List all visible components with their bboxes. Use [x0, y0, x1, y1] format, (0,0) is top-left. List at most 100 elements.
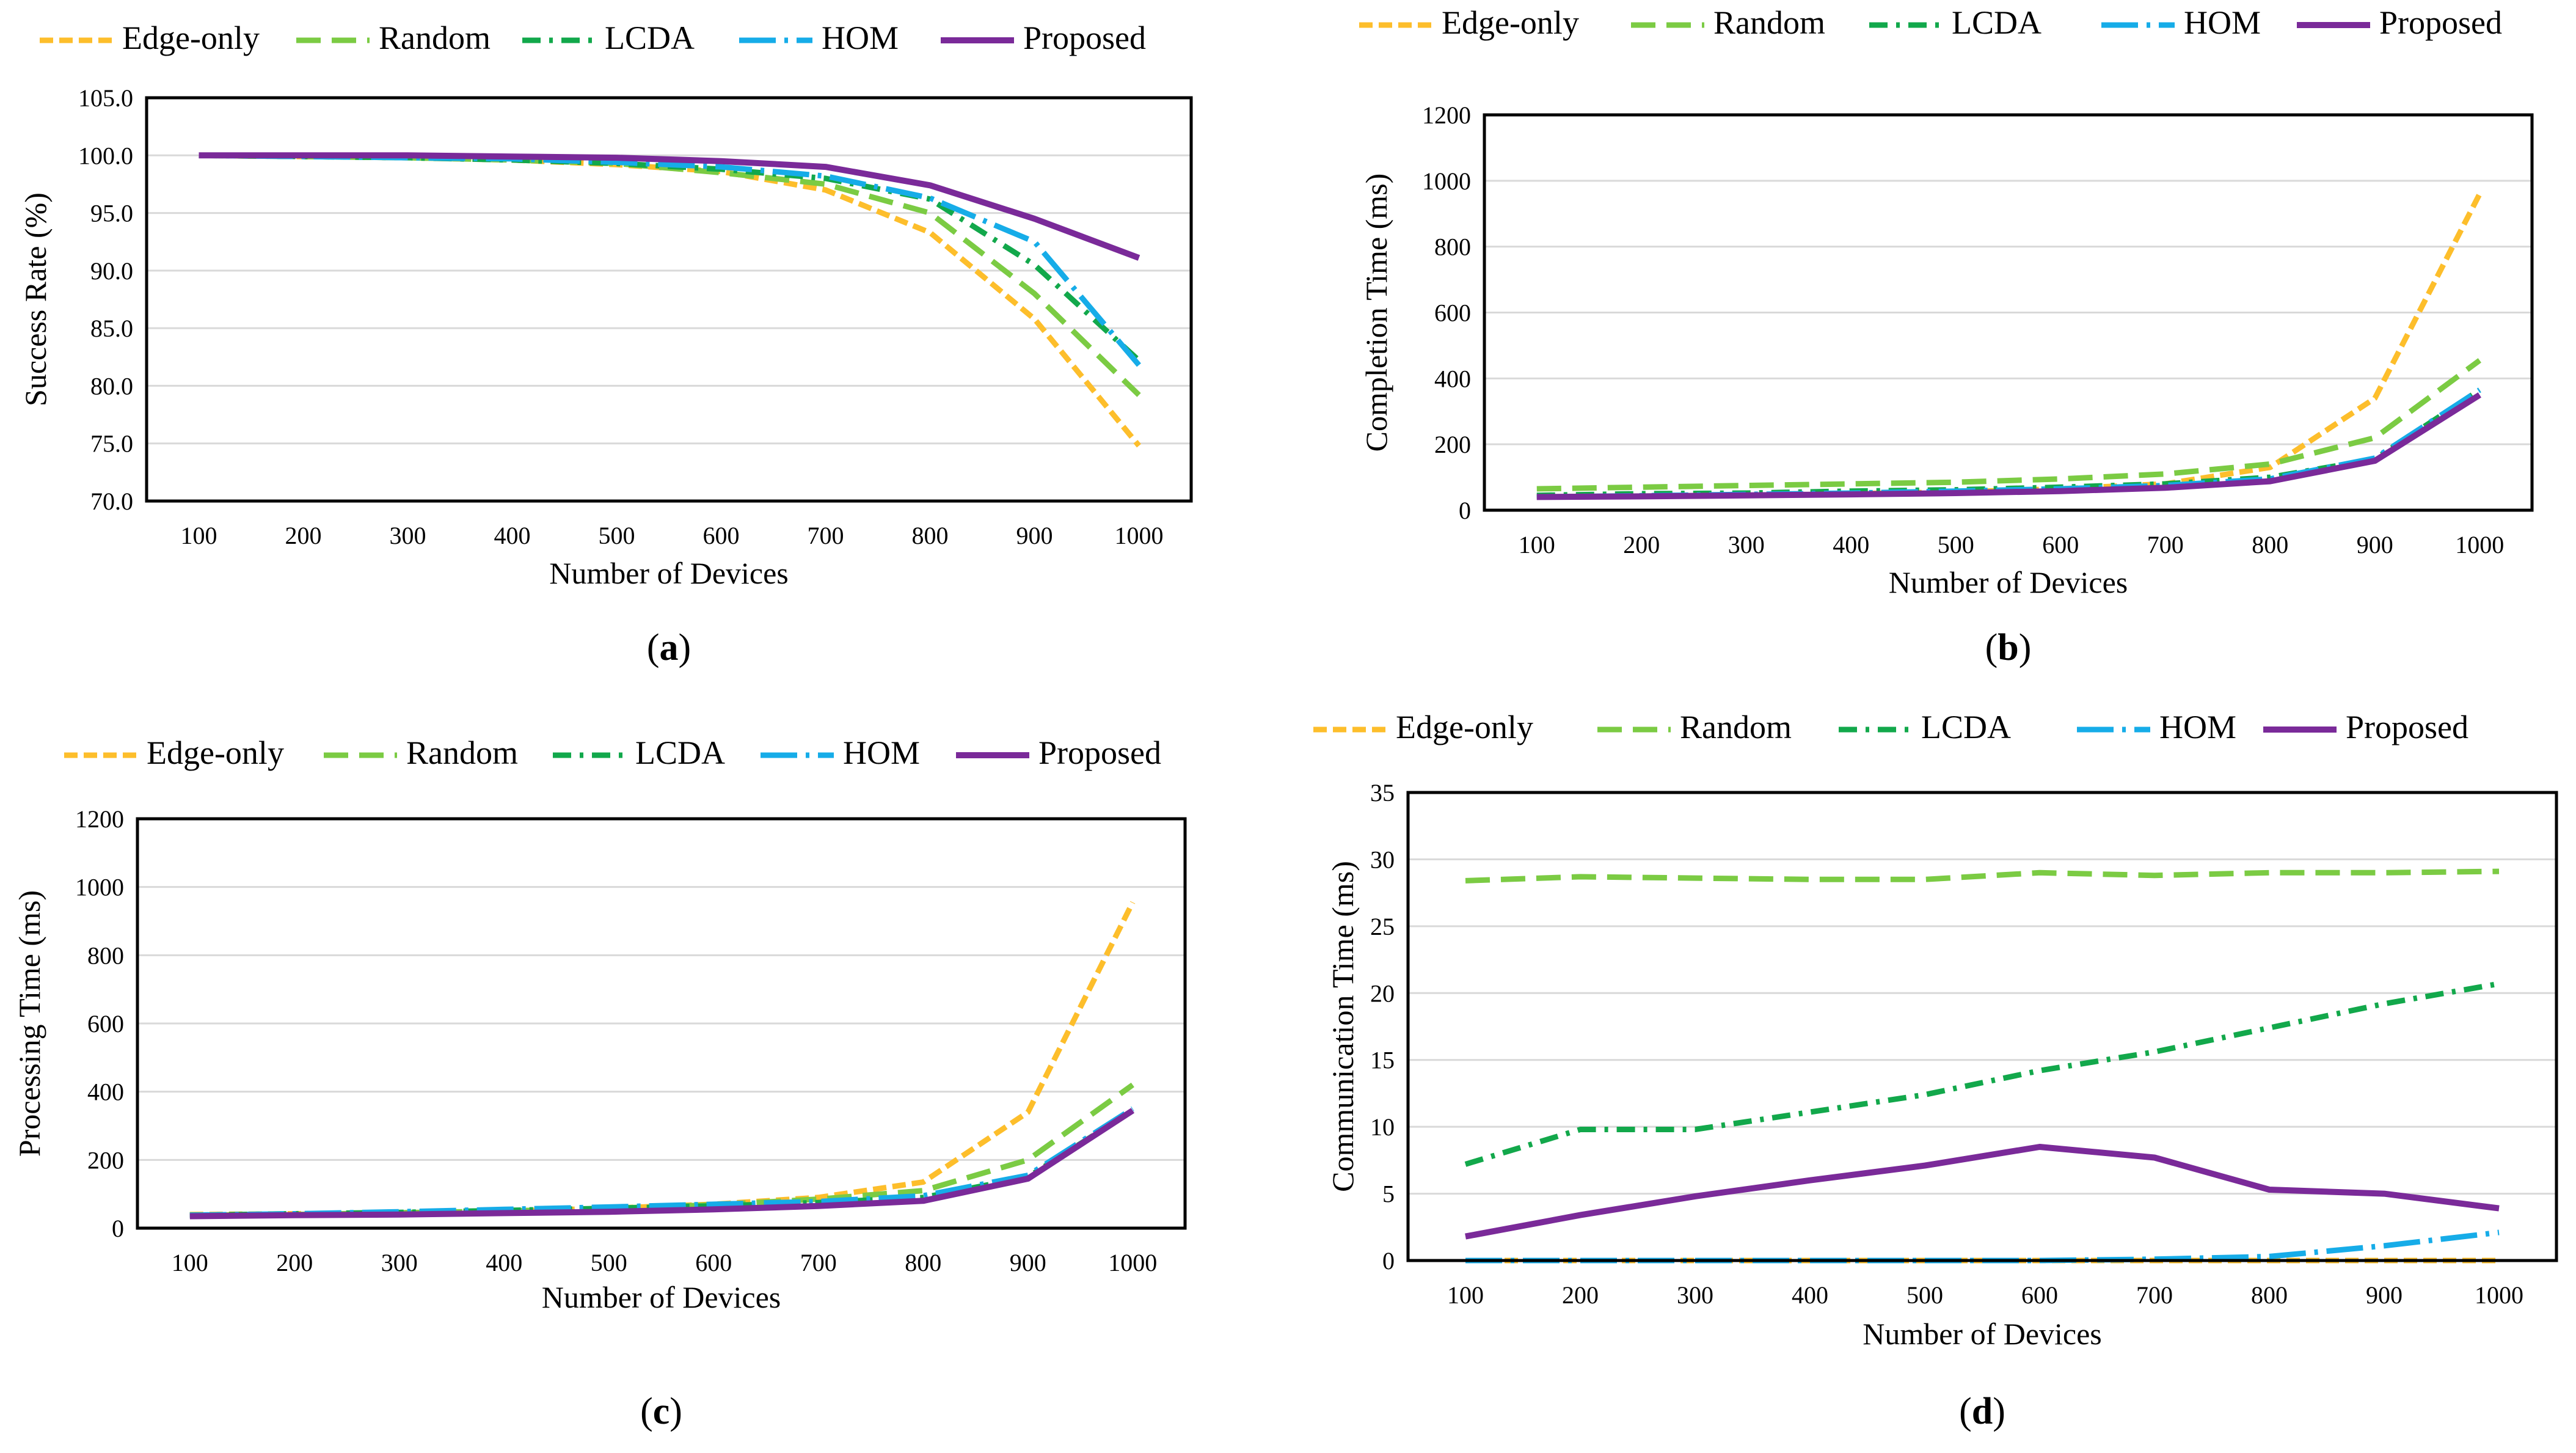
- x-tick-label-d-1: 200: [1562, 1281, 1599, 1309]
- x-tick-label-c-0: 100: [172, 1249, 208, 1276]
- legend-label-c-proposed: Proposed: [1038, 734, 1161, 771]
- y-tick-label-d-3: 15: [1370, 1047, 1395, 1074]
- y-tick-label-d-5: 25: [1370, 913, 1395, 940]
- legend-label-b-edge_only: Edge-only: [1442, 4, 1579, 41]
- legend-label-c-hom: HOM: [843, 734, 920, 771]
- x-tick-label-a-9: 1000: [1115, 522, 1164, 549]
- plot-frame-a: [145, 96, 1193, 503]
- y-tick-label-a-5: 95.0: [90, 200, 133, 227]
- x-tick-label-c-5: 600: [695, 1249, 732, 1276]
- series-line-b-random: [1536, 358, 2481, 492]
- x-tick-label-d-9: 1000: [2475, 1281, 2523, 1309]
- panel-label-close-b: ): [2019, 627, 2032, 668]
- series-line-d-hom: [1465, 1229, 2500, 1264]
- legend-label-a-proposed: Proposed: [1023, 20, 1146, 56]
- x-tick-label-a-4: 500: [599, 522, 635, 549]
- y-tick-label-a-2: 80.0: [90, 372, 133, 400]
- panel-label-b: (b): [1985, 627, 2032, 668]
- panel-label-open-c: (: [640, 1391, 653, 1432]
- panel-label-letter-c: c: [653, 1391, 670, 1432]
- y-tick-label-b-6: 1200: [1422, 101, 1471, 129]
- panel-label-a: (a): [647, 627, 691, 668]
- y-tick-label-d-7: 35: [1370, 779, 1395, 807]
- x-axis-label-b: Number of Devices: [1889, 565, 2128, 599]
- chart-panel-c: 0 200 400 600 800 1000 1200 100 200 300 400 500 600 7…: [12, 734, 1187, 1432]
- y-axis-label-c: Processing Time (ms): [12, 890, 46, 1157]
- x-tick-label-a-0: 100: [181, 522, 217, 549]
- y-tick-label-d-0: 0: [1382, 1247, 1395, 1275]
- chart-panel-b: 0 200 400 600 800 1000 1200 100 200 300 400 500 600 7…: [1359, 4, 2534, 668]
- x-tick-label-a-3: 400: [494, 522, 531, 549]
- chart-panel-d: 0 5 10 15 20 25 30 35 100 200 300 400 500 600 700 800 90…: [1313, 709, 2558, 1432]
- x-tick-label-b-8: 900: [2357, 531, 2393, 558]
- x-tick-label-a-5: 600: [703, 522, 740, 549]
- legend-label-d-proposed: Proposed: [2346, 709, 2468, 745]
- plot-frame-d: [1406, 791, 2558, 1262]
- panel-label-c: (c): [640, 1391, 682, 1432]
- x-tick-label-c-8: 900: [1010, 1249, 1046, 1276]
- legend-label-a-lcda: LCDA: [605, 20, 695, 56]
- series-line-c-proposed: [189, 1108, 1135, 1220]
- legend-label-a-hom: HOM: [822, 20, 899, 56]
- legend-label-d-random: Random: [1680, 709, 1792, 745]
- series-line-d-random: [1465, 868, 2500, 884]
- y-tick-label-b-5: 1000: [1422, 167, 1471, 195]
- x-tick-label-d-7: 800: [2251, 1281, 2288, 1309]
- x-tick-label-c-3: 400: [486, 1249, 522, 1276]
- y-tick-label-c-4: 800: [87, 942, 124, 969]
- x-tick-label-a-8: 900: [1016, 522, 1053, 549]
- panel-label-open-a: (: [647, 627, 660, 668]
- x-tick-label-b-6: 700: [2147, 531, 2184, 558]
- plot-frame-c: [136, 817, 1187, 1230]
- y-tick-label-b-4: 800: [1434, 233, 1471, 261]
- y-tick-label-b-0: 0: [1459, 497, 1471, 524]
- series-line-c-hom: [189, 1106, 1134, 1218]
- y-tick-label-a-6: 100.0: [78, 142, 133, 169]
- x-tick-label-d-4: 500: [1906, 1281, 1943, 1309]
- y-tick-label-a-0: 70.0: [90, 488, 133, 515]
- x-tick-label-b-7: 800: [2252, 531, 2288, 558]
- x-tick-label-b-3: 400: [1833, 531, 1869, 558]
- y-tick-label-b-3: 600: [1434, 299, 1471, 327]
- y-tick-label-d-6: 30: [1370, 846, 1395, 873]
- legend-label-d-hom: HOM: [2159, 709, 2236, 745]
- y-tick-label-c-6: 1200: [75, 805, 124, 833]
- y-axis-label-b: Completion Time (ms): [1359, 174, 1393, 452]
- y-tick-label-a-1: 75.0: [90, 430, 133, 458]
- series-line-a-proposed: [199, 152, 1140, 261]
- legend-label-a-edge_only: Edge-only: [122, 20, 260, 56]
- x-tick-label-b-5: 600: [2042, 531, 2079, 558]
- y-tick-label-c-2: 400: [87, 1078, 124, 1106]
- x-tick-label-c-1: 200: [276, 1249, 313, 1276]
- x-tick-label-c-6: 700: [800, 1249, 837, 1276]
- x-tick-label-a-1: 200: [285, 522, 322, 549]
- y-tick-label-d-2: 10: [1370, 1113, 1395, 1141]
- series-line-a-lcda: [199, 152, 1141, 363]
- panel-label-d: (d): [1959, 1391, 2005, 1432]
- panel-label-close-a: ): [679, 627, 691, 668]
- panel-label-close-d: ): [1993, 1391, 2005, 1432]
- x-tick-label-d-3: 400: [1792, 1281, 1828, 1309]
- series-line-d-proposed: [1465, 1144, 2500, 1240]
- x-tick-label-b-1: 200: [1623, 531, 1660, 558]
- x-tick-label-b-9: 1000: [2455, 531, 2504, 558]
- legend-label-c-edge_only: Edge-only: [147, 734, 284, 771]
- legend-label-b-proposed: Proposed: [2379, 4, 2502, 41]
- panel-label-open-b: (: [1985, 627, 1998, 668]
- legend-label-c-random: Random: [406, 734, 518, 771]
- series-line-c-edge_only: [189, 901, 1136, 1218]
- y-axis-label-a: Success Rate (%): [18, 192, 53, 406]
- x-tick-label-a-2: 300: [390, 522, 426, 549]
- x-tick-label-d-2: 300: [1677, 1281, 1713, 1309]
- x-tick-label-d-0: 100: [1447, 1281, 1484, 1309]
- chart-panel-a: 70.0 75.0 80.0 85.0 90.0 95.0 100.0 105.0 100 200…: [18, 20, 1193, 668]
- panel-label-open-d: (: [1959, 1391, 1972, 1432]
- x-tick-label-d-5: 600: [2021, 1281, 2058, 1309]
- x-axis-label-a: Number of Devices: [549, 556, 789, 590]
- panel-label-letter-a: a: [660, 627, 679, 668]
- x-tick-label-c-9: 1000: [1108, 1249, 1157, 1276]
- panel-label-letter-d: d: [1972, 1391, 1993, 1432]
- x-tick-label-b-2: 300: [1728, 531, 1765, 558]
- x-tick-label-d-8: 900: [2366, 1281, 2403, 1309]
